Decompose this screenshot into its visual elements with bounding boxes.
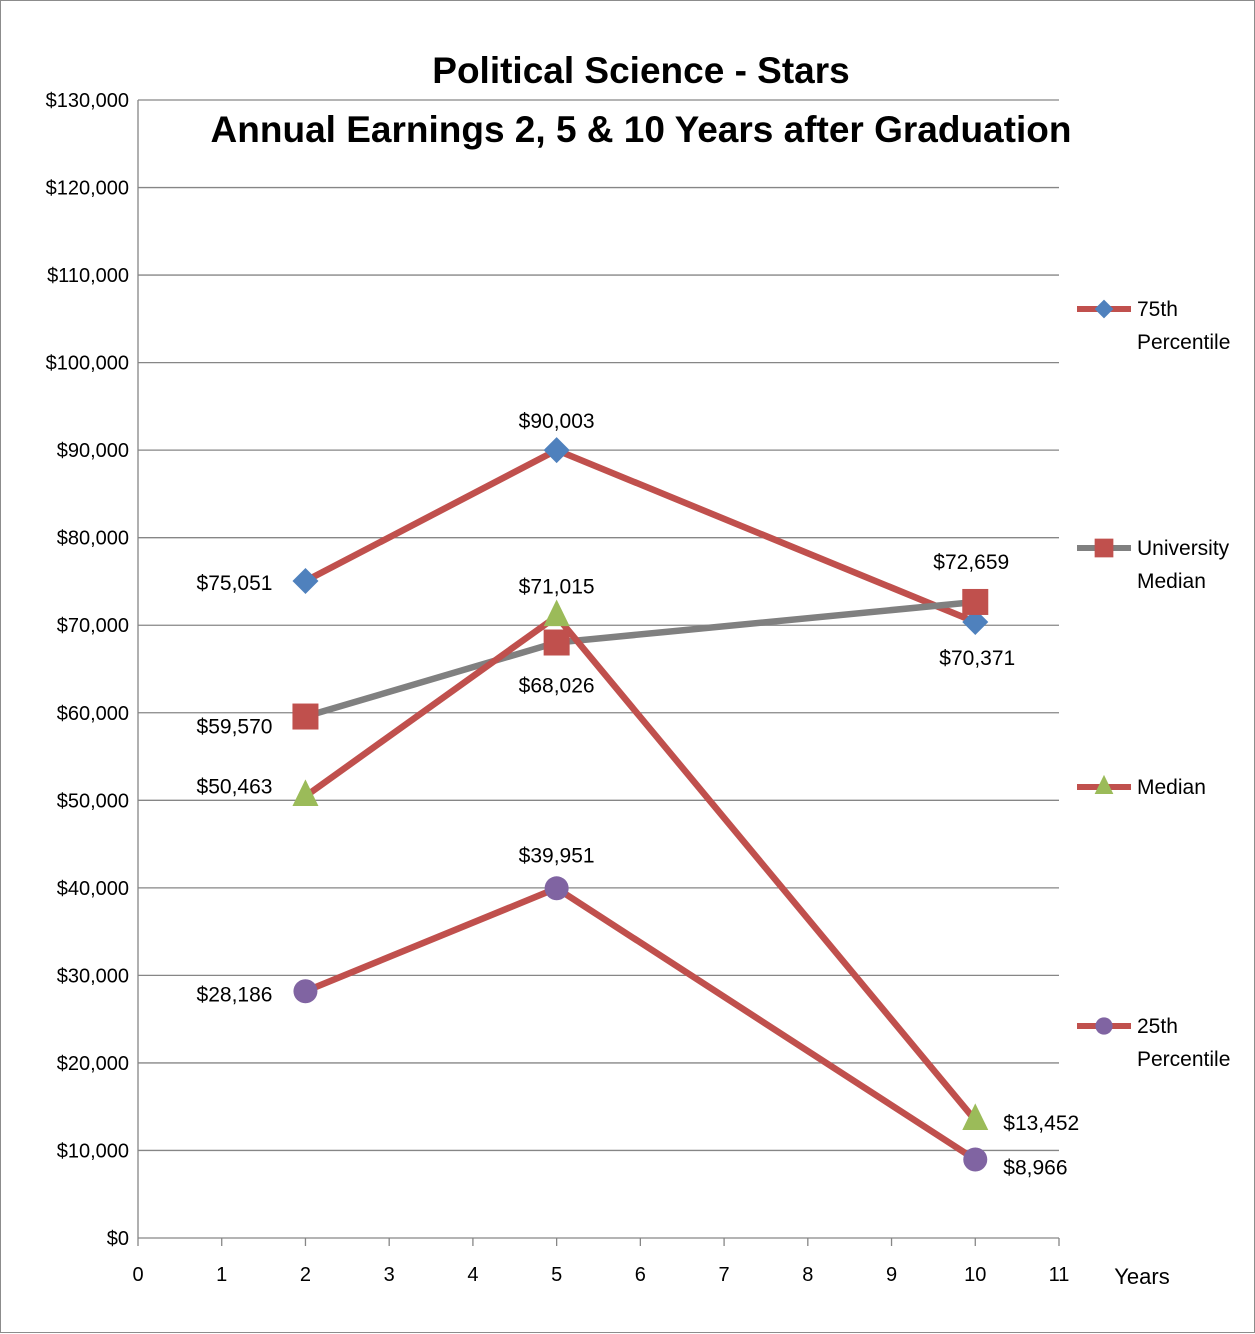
y-tick-label: $90,000: [57, 440, 129, 462]
series-line: [304, 598, 976, 720]
x-tick-label: 2: [300, 1264, 311, 1286]
data-label: $50,463: [197, 775, 273, 798]
data-label: $39,951: [519, 844, 595, 867]
x-tick-label: 11: [1049, 1264, 1070, 1286]
x-tick-label: 0: [132, 1264, 143, 1286]
data-label: $13,452: [1003, 1112, 1079, 1135]
x-tick-label: 7: [719, 1264, 730, 1286]
y-tick-label: $20,000: [57, 1053, 129, 1075]
data-point-marker: [544, 876, 569, 901]
legend-entry-label: Median: [1137, 776, 1206, 799]
data-point-marker: [963, 1147, 988, 1172]
x-tick-label: 9: [886, 1264, 897, 1286]
legend-marker: [1094, 774, 1114, 795]
legend-entry-label: 25th: [1137, 1015, 1178, 1038]
data-label: $72,659: [933, 551, 1009, 574]
data-label: $70,371: [939, 647, 1015, 670]
y-tick-label: $10,000: [57, 1140, 129, 1162]
data-point-marker: [292, 568, 319, 595]
legend-marker: [1095, 1017, 1113, 1035]
y-tick-label: $0: [107, 1228, 129, 1250]
series-line: [303, 446, 977, 625]
series-line: [304, 885, 978, 1163]
y-tick-label: $50,000: [57, 790, 129, 812]
data-point-marker: [292, 703, 319, 730]
y-tick-label: $70,000: [57, 615, 129, 637]
y-tick-label: $100,000: [46, 353, 129, 375]
y-tick-label: $120,000: [46, 178, 129, 200]
data-label: $75,051: [197, 572, 273, 595]
data-label: $8,966: [1003, 1157, 1067, 1180]
data-point-marker: [543, 437, 570, 464]
x-tick-label: 5: [551, 1264, 562, 1286]
chart-subtitle: Annual Earnings 2, 5 & 10 Years after Gr…: [211, 109, 1072, 150]
data-point-marker: [962, 1103, 989, 1130]
x-tick-label: 10: [964, 1264, 986, 1286]
y-tick-label: $40,000: [57, 878, 129, 900]
x-tick-label: 1: [216, 1264, 227, 1286]
x-tick-label: 4: [467, 1264, 478, 1286]
x-tick-label: 6: [635, 1264, 646, 1286]
data-point-marker: [543, 599, 570, 627]
legend-entry-label: Percentile: [1137, 1048, 1230, 1071]
x-axis-title: Years: [1114, 1264, 1169, 1289]
y-tick-label: $80,000: [57, 528, 129, 550]
y-tick-label: $30,000: [57, 965, 129, 987]
data-label: $28,186: [197, 983, 273, 1006]
data-point-marker: [292, 779, 319, 807]
x-tick-label: 8: [802, 1264, 813, 1286]
legend-entry-label: Median: [1137, 570, 1206, 593]
legend-marker: [1094, 299, 1114, 319]
data-point-marker: [962, 588, 989, 615]
legend-entry-label: Percentile: [1137, 331, 1230, 354]
data-point-marker: [293, 979, 318, 1004]
chart-title: Political Science - Stars: [432, 50, 849, 91]
data-label: $59,570: [197, 716, 273, 739]
data-point-marker: [543, 629, 570, 656]
x-tick-label: 3: [384, 1264, 395, 1286]
y-tick-label: $60,000: [57, 703, 129, 725]
series-line: [303, 613, 978, 1123]
y-tick-label: $110,000: [47, 265, 129, 287]
y-tick-label: $130,000: [46, 90, 129, 112]
legend-marker: [1094, 538, 1114, 558]
legend-entry-label: University: [1137, 537, 1230, 560]
data-label: $68,026: [519, 675, 595, 698]
data-label: $71,015: [519, 575, 595, 598]
legend-entry-label: 75th: [1137, 298, 1178, 321]
data-point-marker: [962, 608, 989, 635]
data-label: $90,003: [519, 410, 595, 433]
